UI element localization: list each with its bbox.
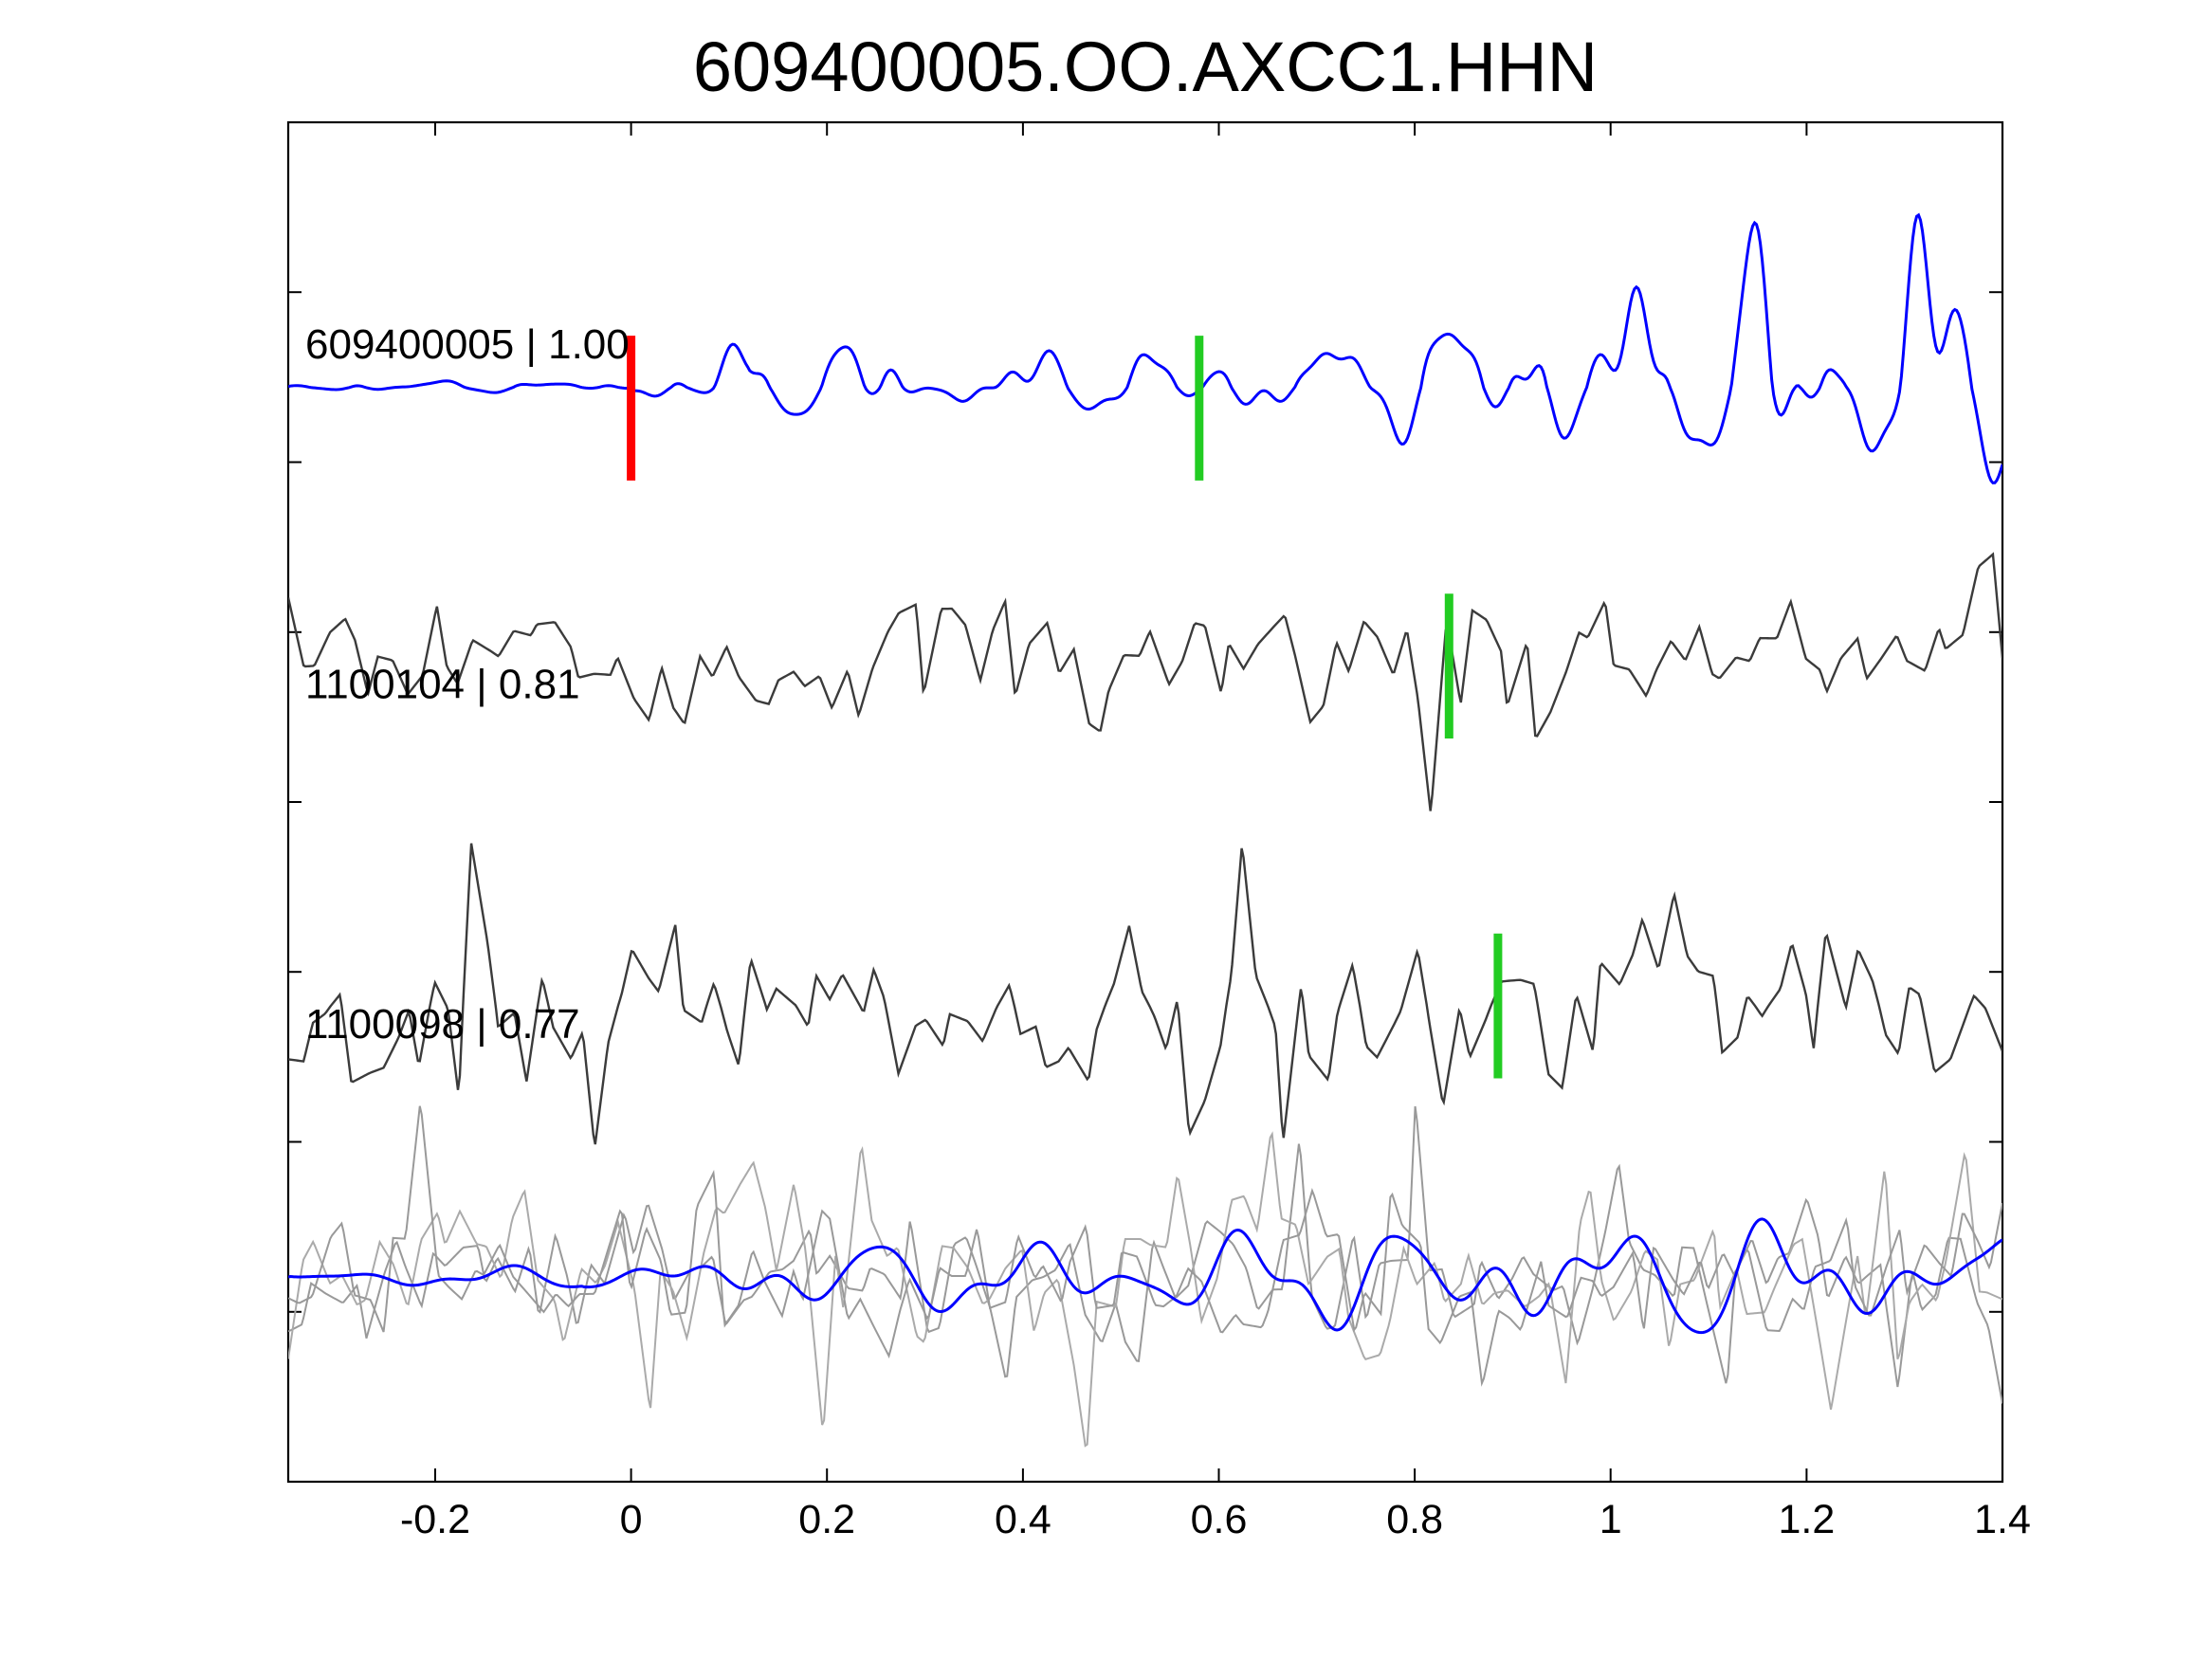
svg-text:1100098 | 0.77: 1100098 | 0.77 (305, 1001, 580, 1048)
svg-text:0.8: 0.8 (1386, 1497, 1443, 1542)
svg-text:1: 1 (1600, 1497, 1622, 1542)
svg-text:0.4: 0.4 (995, 1497, 1051, 1542)
svg-text:0.2: 0.2 (798, 1497, 855, 1542)
svg-text:0: 0 (620, 1497, 643, 1542)
svg-text:609400005 | 1.00: 609400005 | 1.00 (305, 321, 630, 368)
svg-text:1.4: 1.4 (1974, 1497, 2031, 1542)
svg-text:0.6: 0.6 (1191, 1497, 1248, 1542)
svg-text:609400005.OO.AXCC1.HHN: 609400005.OO.AXCC1.HHN (693, 27, 1598, 106)
svg-text:-0.2: -0.2 (400, 1497, 470, 1542)
svg-text:1.2: 1.2 (1779, 1497, 1836, 1542)
svg-text:1100104 | 0.81: 1100104 | 0.81 (305, 662, 580, 708)
